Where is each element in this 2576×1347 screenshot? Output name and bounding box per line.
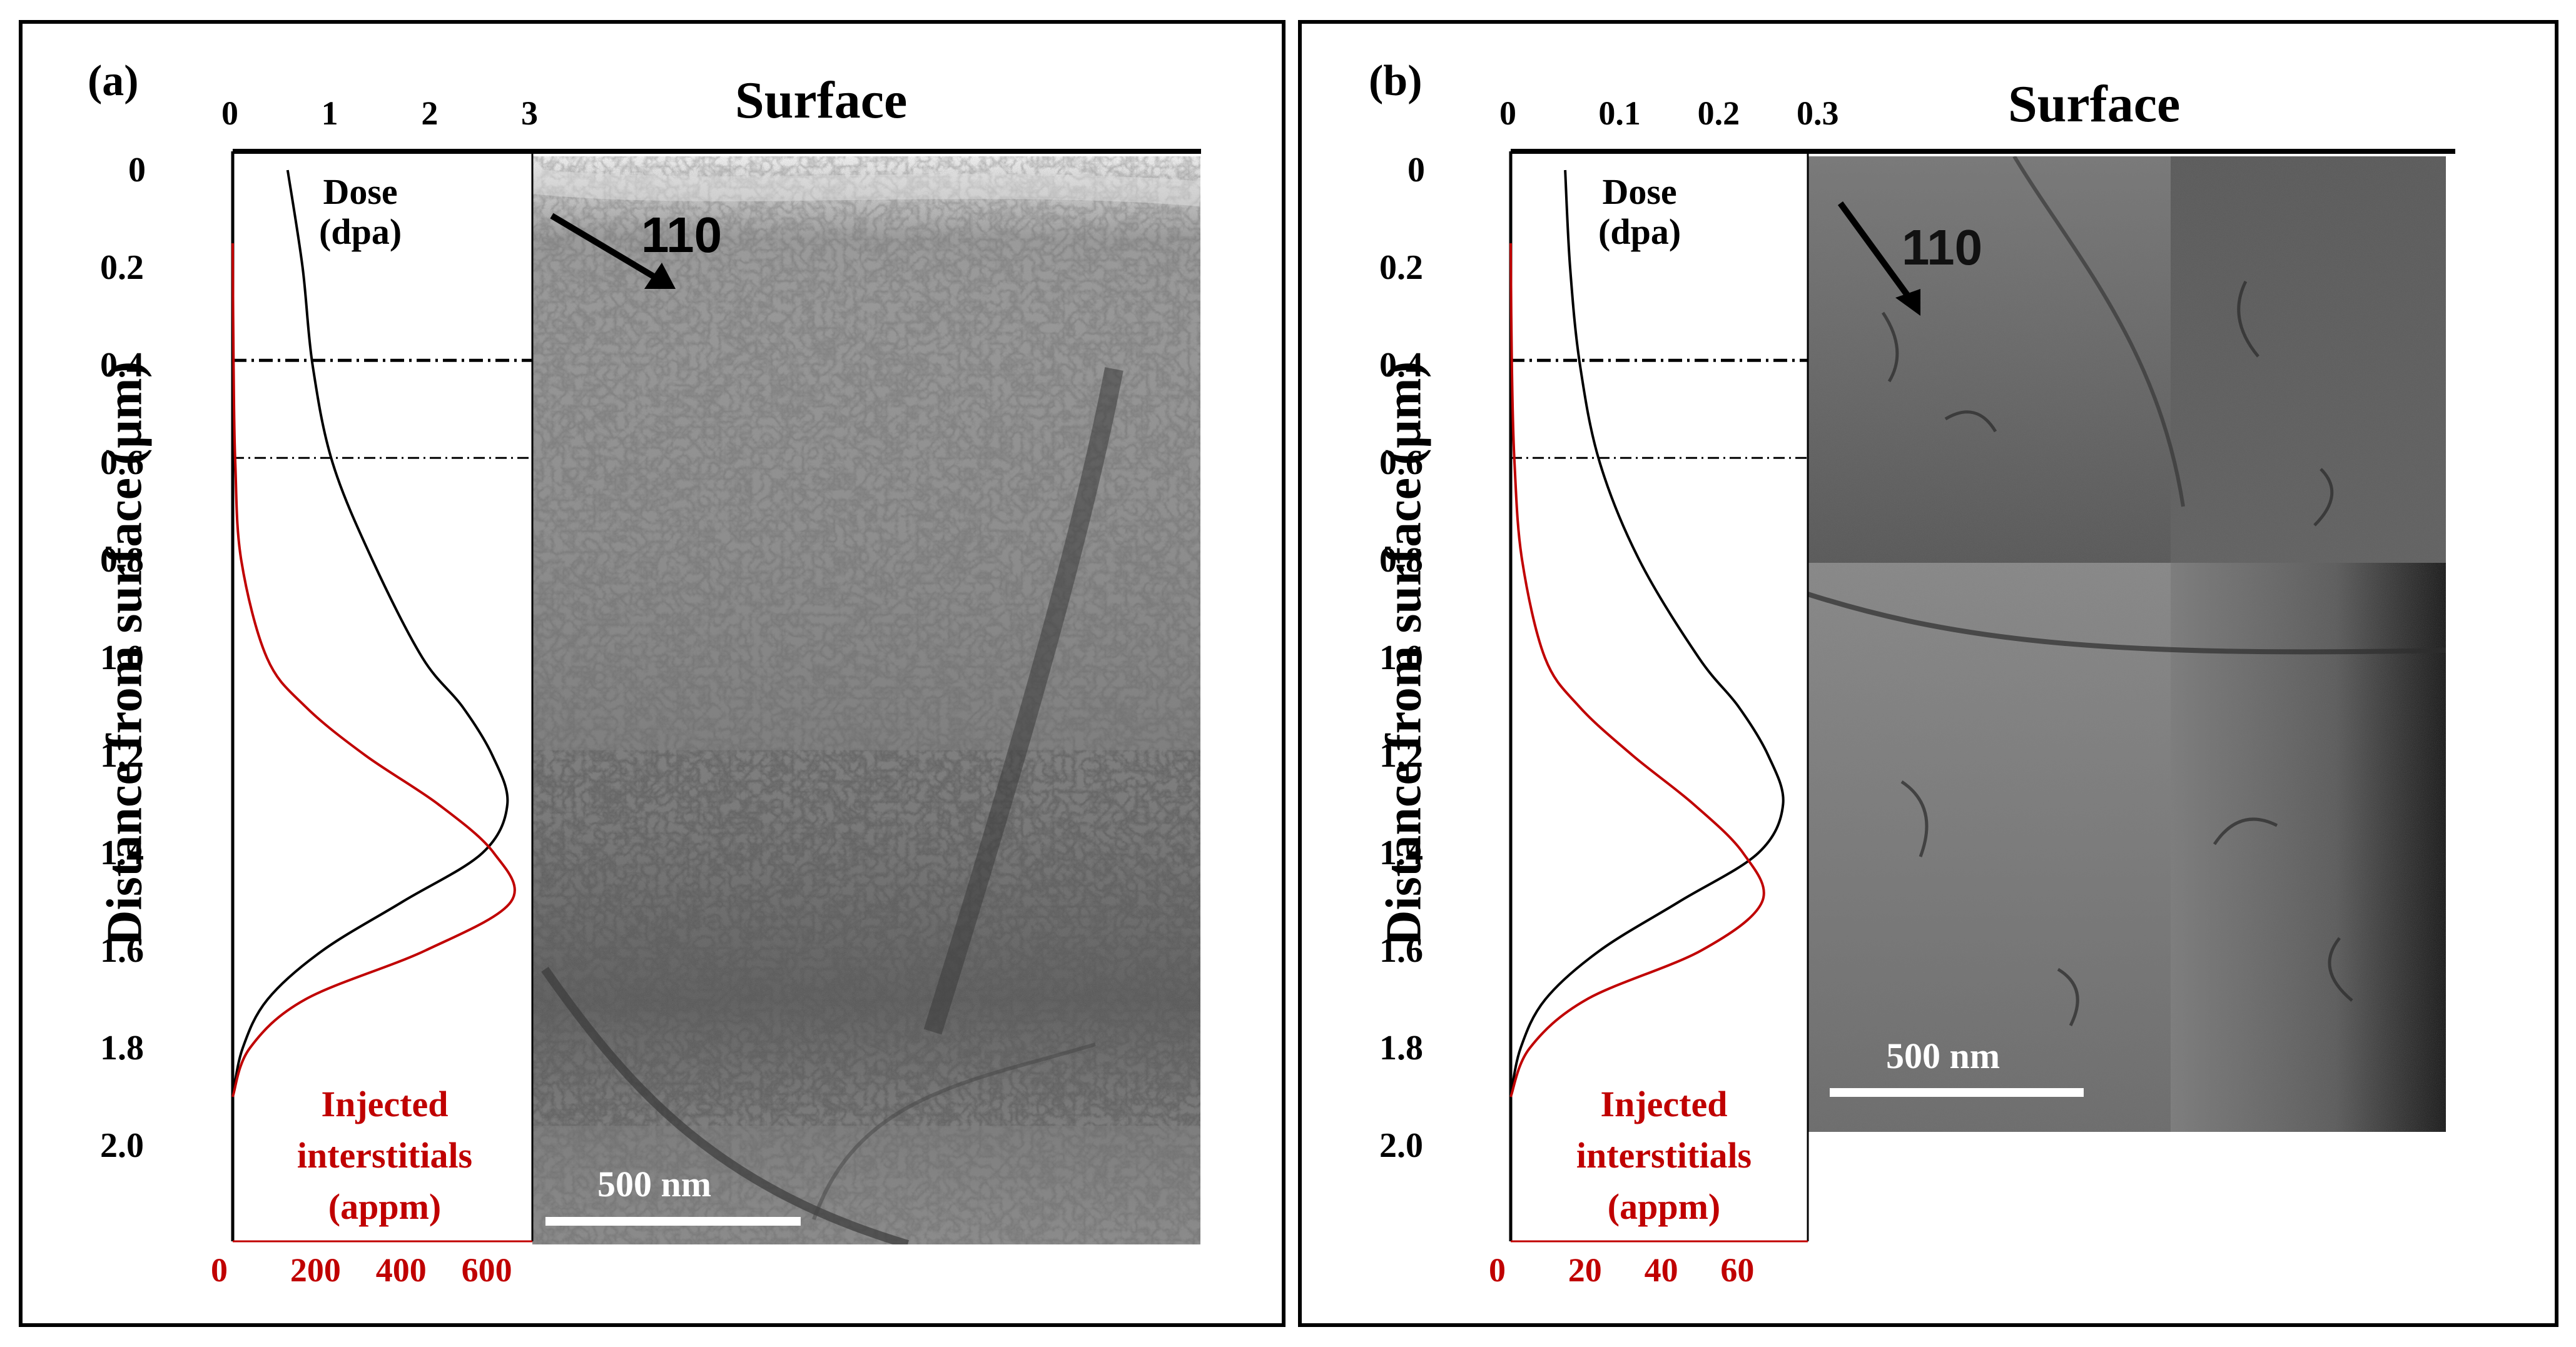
panel-b-label: (b) — [1369, 57, 1422, 105]
panel-a-tem-micrograph — [532, 156, 1200, 1244]
panel-a-dose-label-line1: Dose — [323, 171, 398, 212]
panel-a-surface-label: Surface — [735, 71, 908, 129]
panel-a-y-tick-label: 1.6 — [100, 931, 144, 970]
panel-a-y-tick-label: 1.8 — [100, 1029, 144, 1067]
panel-b-bottom-tick-label: 0 — [1489, 1251, 1506, 1289]
panel-a-y-axis-title: Distance from surface (µm) — [97, 361, 153, 947]
panel-a-bottom-tick-label: 400 — [375, 1251, 427, 1289]
panel-b-top-tick-label: 0.1 — [1598, 94, 1641, 132]
panel-a-top-tick-label: 1 — [321, 94, 338, 132]
panel-b-direction-label: 110 — [1902, 219, 1983, 275]
panel-b-top-tick-label: 0.3 — [1797, 94, 1839, 132]
panel-a-bottom-tick-label: 200 — [290, 1251, 341, 1289]
panel-a-tem-texture — [532, 156, 1200, 1244]
panel-a-injected-label-line3: (appm) — [328, 1186, 442, 1227]
panel-a-y-tick-label: 1.4 — [100, 834, 144, 872]
panel-b-y-axis-title: Distance from surface (µm) — [1376, 361, 1432, 947]
panel-a-y-tick-label: 2.0 — [100, 1126, 144, 1165]
panel-b-top-tick-label: 0.2 — [1697, 94, 1740, 132]
panel-a-y-tick-label: 0.4 — [100, 346, 144, 385]
panel-b-injected-label-line1: Injected — [1600, 1084, 1728, 1124]
panel-b-y-tick-label: 1.4 — [1379, 834, 1423, 872]
panel-a-y-tick-label: 0.6 — [100, 443, 144, 482]
panel-a-injected-label-line2: interstitials — [297, 1135, 473, 1176]
panel-a-dose-label: Dose (dpa) — [319, 172, 402, 252]
panel-b-surface-label: Surface — [2008, 75, 2181, 133]
panel-b-y-tick-label: 0 — [1407, 151, 1425, 189]
panel-b-bottom-tick-label: 60 — [1720, 1251, 1755, 1289]
panel-b-bottom-tick-label: 20 — [1568, 1251, 1602, 1289]
panel-b-dose-label-line1: Dose — [1602, 171, 1677, 212]
panel-a-bottom-tick-label: 0 — [211, 1251, 228, 1289]
panel-a-y-tick-label: 0.8 — [100, 541, 144, 580]
panel-b-y-tick-label: 1.2 — [1379, 736, 1423, 775]
panel-b-y-tick-label: 0.2 — [1379, 248, 1423, 287]
panel-b-tem-micrograph — [1808, 156, 2446, 1132]
panel-a-injected-label-line1: Injected — [321, 1084, 449, 1124]
panel-a-bottom-tick-label: 600 — [461, 1251, 512, 1289]
panel-b-scale-bar-label: 500 nm — [1886, 1036, 2000, 1076]
panel-b-y-tick-label: 1.8 — [1379, 1029, 1423, 1067]
panel-b-injected-label: Injected interstitials (appm) — [1545, 1079, 1783, 1233]
panel-a-direction-label: 110 — [641, 207, 723, 263]
panel-a-dose-label-line2: (dpa) — [319, 211, 402, 252]
panel-a-top-tick-label: 2 — [421, 94, 439, 132]
panel-b-dose-label: Dose (dpa) — [1598, 172, 1681, 252]
panel-b-y-tick-label: 1.0 — [1379, 638, 1423, 677]
panel-b-y-tick-label: 2.0 — [1379, 1126, 1423, 1165]
panel-b-y-tick-label: 1.6 — [1379, 931, 1423, 970]
panel-b-y-tick-label: 0.6 — [1379, 443, 1423, 482]
panel-a-y-tick-label: 1.0 — [100, 638, 144, 677]
panel-b-injected-label-line3: (appm) — [1607, 1186, 1721, 1227]
panel-b-bottom-tick-label: 40 — [1644, 1251, 1678, 1289]
panel-a-label: (a) — [88, 57, 139, 105]
panel-a-injected-label: Injected interstitials (appm) — [266, 1079, 504, 1233]
panel-b-injected-label-line2: interstitials — [1576, 1135, 1752, 1176]
panel-a-top-tick-label: 3 — [521, 94, 538, 132]
panel-b-scale-bar — [1830, 1088, 2084, 1097]
panel-a-y-tick-label: 1.2 — [100, 736, 144, 775]
panel-a-y-tick-label: 0 — [128, 151, 146, 189]
panel-a-scale-bar-label: 500 nm — [597, 1164, 712, 1204]
panel-b-tem-texture — [1808, 156, 2446, 1132]
panel-a-scale-bar — [545, 1217, 801, 1226]
panel-b-y-tick-label: 0.8 — [1379, 541, 1423, 580]
panel-b-dose-label-line2: (dpa) — [1598, 211, 1681, 252]
panel-a-top-tick-label: 0 — [221, 94, 238, 132]
panel-b-top-tick-label: 0 — [1499, 94, 1516, 132]
panel-a-y-tick-label: 0.2 — [100, 248, 144, 287]
panel-b-y-tick-label: 0.4 — [1379, 346, 1423, 385]
